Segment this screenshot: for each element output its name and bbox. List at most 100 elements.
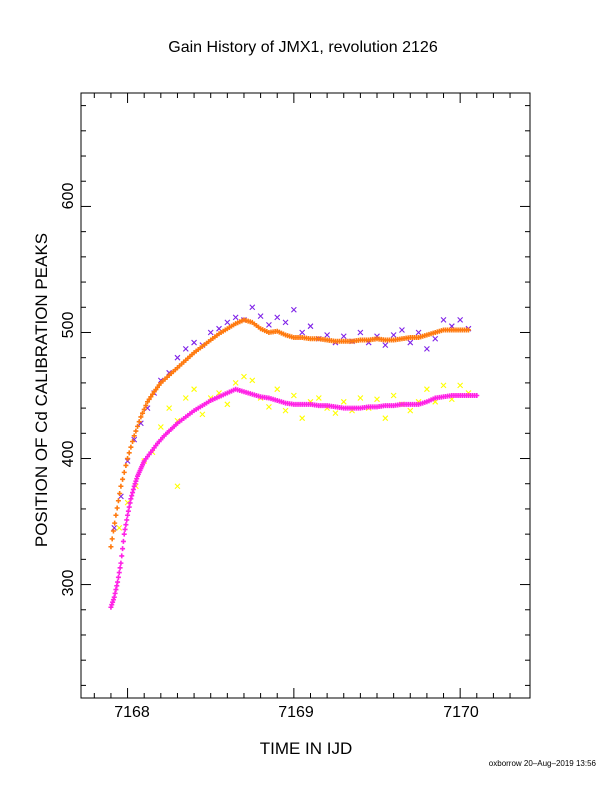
x-tick-label-7169: 7169 (278, 704, 314, 721)
data-point (110, 528, 116, 534)
x-tick-label-7170: 7170 (443, 704, 479, 721)
data-point (126, 504, 132, 510)
y-axis-label: POSITION OF Cd CALIBRATION PEAKS (32, 233, 51, 547)
data-point (182, 395, 189, 401)
data-point (340, 333, 347, 340)
data-point (432, 335, 439, 342)
data-point (128, 496, 134, 502)
data-point (132, 481, 138, 487)
data-point (232, 314, 239, 321)
data-point (157, 424, 164, 430)
series-3 (108, 386, 480, 610)
data-point (118, 560, 124, 566)
data-point (120, 476, 126, 482)
data-point (118, 483, 124, 489)
data-point (150, 391, 156, 397)
data-point (119, 553, 125, 559)
data-point (199, 411, 206, 418)
data-point (114, 505, 120, 511)
data-point (282, 319, 289, 326)
data-point (424, 345, 430, 352)
data-point (113, 512, 119, 518)
data-point (440, 382, 447, 389)
data-point (332, 410, 339, 417)
data-point (117, 490, 123, 496)
data-point (274, 386, 281, 393)
data-point (114, 583, 120, 589)
data-point (290, 306, 297, 313)
data-point (134, 476, 140, 482)
y-tick-label-300: 300 (60, 570, 77, 597)
data-point (109, 536, 115, 542)
footer-timestamp: oxborrow 20–Aug–2019 13:56 (488, 759, 596, 768)
data-point (299, 329, 306, 336)
data-point (130, 490, 136, 496)
data-point (174, 354, 181, 361)
data-point (124, 517, 130, 523)
data-point (407, 339, 414, 346)
data-point (115, 579, 121, 585)
data-point (382, 342, 389, 348)
data-point (129, 493, 135, 499)
data-point (120, 546, 126, 552)
data-point (457, 316, 464, 323)
data-point (127, 500, 133, 506)
data-point (357, 395, 364, 401)
data-point (407, 407, 414, 414)
data-point (274, 314, 281, 321)
data-point (182, 345, 189, 352)
data-point (399, 327, 405, 333)
data-point (249, 377, 256, 384)
x-axis-label: TIME IN IJD (260, 739, 353, 758)
series-2 (108, 317, 471, 550)
data-point (257, 313, 264, 319)
plot-frame (80, 92, 531, 699)
data-point (112, 520, 118, 526)
data-point (390, 332, 397, 338)
data-point (140, 410, 146, 416)
series-1 (116, 373, 472, 531)
data-point (110, 599, 116, 605)
data-point (116, 570, 122, 576)
data-point (357, 329, 364, 336)
data-point (424, 386, 430, 393)
data-point (108, 544, 114, 550)
data-point (290, 392, 297, 399)
data-point (207, 329, 214, 336)
x-tick-label-7168: 7168 (114, 704, 150, 721)
data-point (299, 415, 306, 422)
data-point (124, 458, 131, 464)
y-tick-label-500: 500 (60, 312, 77, 339)
data-point (138, 414, 144, 420)
data-point (133, 478, 139, 484)
data-point (125, 512, 131, 518)
data-point (474, 393, 480, 398)
data-point (307, 323, 314, 330)
data-point (224, 401, 231, 408)
data-point (115, 574, 121, 580)
data-point (266, 403, 272, 410)
data-point (390, 392, 397, 399)
data-point (125, 456, 131, 462)
data-point (131, 433, 137, 439)
data-point (136, 419, 142, 425)
plot-border (80, 92, 531, 699)
y-tick-label-400: 400 (60, 441, 77, 468)
data-point (148, 394, 154, 400)
data-point (315, 395, 322, 401)
data-point (174, 483, 181, 490)
data-point (108, 604, 114, 610)
data-point (146, 396, 152, 402)
data-point (143, 403, 149, 409)
data-point (120, 538, 126, 544)
data-point (465, 327, 471, 333)
data-point (115, 498, 121, 504)
data-point (117, 565, 123, 571)
data-point (111, 594, 117, 600)
data-point (121, 531, 127, 537)
data-point (282, 407, 289, 414)
data-point (382, 415, 389, 422)
data-point (110, 597, 116, 603)
data-point (125, 508, 131, 514)
series-layer (108, 304, 480, 610)
